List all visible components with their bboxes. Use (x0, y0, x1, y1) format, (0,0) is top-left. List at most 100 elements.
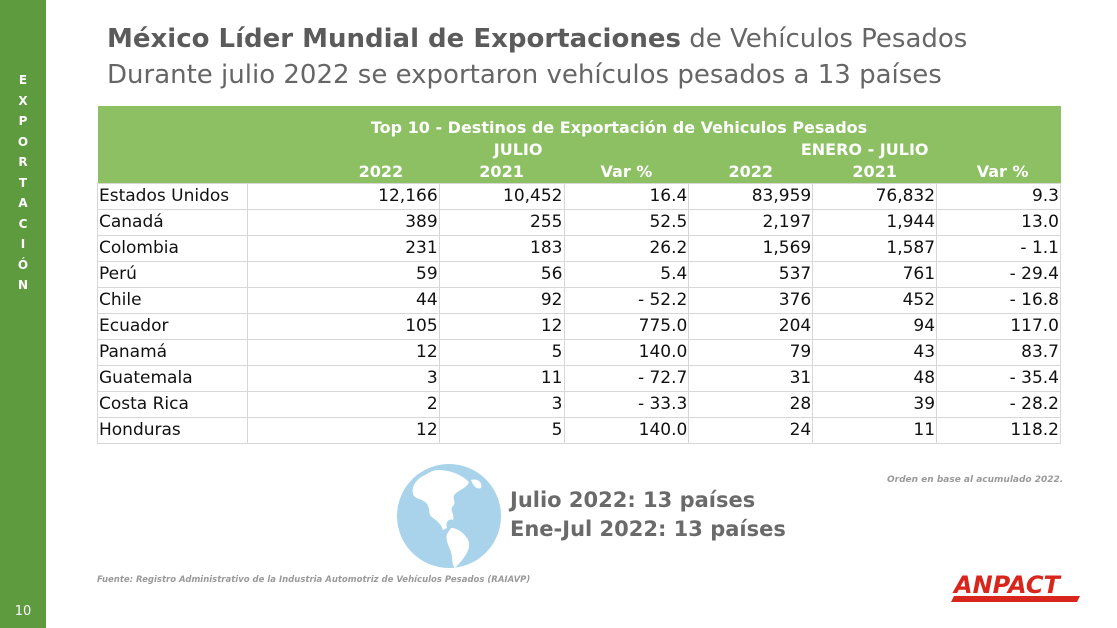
value-cell: 1,587 (812, 234, 938, 262)
header-empty (97, 160, 248, 183)
column-header: Var % (564, 160, 689, 183)
source-note: Fuente: Registro Administrativo de la In… (97, 575, 531, 585)
country-cell: Canadá (97, 208, 248, 236)
table-row: Estados Unidos 12,166 10,452 16.4 83,959… (97, 182, 1061, 210)
value-cell: 11 (438, 364, 565, 392)
side-bar: E X P O R T A C I Ó N 10 (0, 0, 46, 628)
value-cell: 12 (246, 338, 440, 366)
table-row: Chile 44 92 - 52.2 376 452 - 16.8 (97, 286, 1061, 314)
value-cell: 94 (812, 312, 938, 340)
value-cell: 92 (438, 286, 565, 314)
value-cell: 83,959 (688, 182, 814, 210)
value-cell: 775.0 (563, 312, 690, 340)
section-letter: P (18, 114, 28, 128)
globe-icon (397, 464, 501, 568)
value-cell: 31 (688, 364, 814, 392)
table-row: Ecuador 105 12 775.0 204 94 117.0 (97, 312, 1061, 340)
value-cell: 26.2 (563, 234, 690, 262)
value-cell: 13.0 (936, 208, 1061, 236)
value-cell: 2,197 (688, 208, 814, 236)
table-header-spacer (97, 106, 1061, 116)
value-cell: - 72.7 (563, 364, 690, 392)
value-cell: 79 (688, 338, 814, 366)
value-cell: 10,452 (438, 182, 565, 210)
country-cell: Chile (97, 286, 248, 314)
country-cell: Estados Unidos (97, 182, 248, 210)
value-cell: 204 (688, 312, 814, 340)
country-cell: Ecuador (97, 312, 248, 340)
page-subtitle: Durante julio 2022 se exportaron vehícul… (107, 60, 942, 90)
country-cell: Colombia (97, 234, 248, 262)
value-cell: 76,832 (812, 182, 938, 210)
value-cell: - 29.4 (936, 260, 1061, 288)
value-cell: 12,166 (246, 182, 440, 210)
value-cell: 3 (438, 390, 565, 418)
column-header: 2022 (247, 160, 440, 183)
section-letter: R (18, 155, 28, 169)
column-header: Var % (936, 160, 1061, 183)
summary-jan-jul: Ene-Jul 2022: 13 países (510, 517, 786, 541)
table-row: Honduras 12 5 140.0 24 11 118.2 (97, 416, 1061, 444)
page-title-bold: México Líder Mundial de Exportaciones (107, 24, 681, 54)
value-cell: 52.5 (563, 208, 690, 236)
table-row: Colombia 231 183 26.2 1,569 1,587 - 1.1 (97, 234, 1061, 262)
value-cell: 255 (438, 208, 565, 236)
value-cell: 537 (688, 260, 814, 288)
table-row: Guatemala 3 11 - 72.7 31 48 - 35.4 (97, 364, 1061, 392)
group-header-julio: JULIO (247, 138, 689, 160)
value-cell: 48 (812, 364, 938, 392)
value-cell: 1,569 (688, 234, 814, 262)
value-cell: 12 (438, 312, 565, 340)
table-title: Top 10 - Destinos de Exportación de Vehi… (97, 116, 1061, 138)
value-cell: - 52.2 (563, 286, 690, 314)
value-cell: 105 (246, 312, 440, 340)
value-cell: 140.0 (563, 416, 690, 444)
value-cell: 12 (246, 416, 440, 444)
value-cell: 761 (812, 260, 938, 288)
value-cell: 59 (246, 260, 440, 288)
value-cell: 2 (246, 390, 440, 418)
value-cell: 183 (438, 234, 565, 262)
exports-table: Top 10 - Destinos de Exportación de Vehi… (97, 106, 1061, 444)
page-title-rest: de Vehículos Pesados (689, 24, 968, 54)
section-letter: X (18, 93, 28, 108)
order-note: Orden en base al acumulado 2022. (887, 475, 1064, 485)
country-cell: Perú (97, 260, 248, 288)
value-cell: 39 (812, 390, 938, 418)
value-cell: - 28.2 (936, 390, 1061, 418)
section-letter: N (17, 278, 29, 292)
value-cell: 43 (812, 338, 938, 366)
table-row: Panamá 12 5 140.0 79 43 83.7 (97, 338, 1061, 366)
column-header: 2022 (688, 160, 813, 183)
value-cell: 24 (688, 416, 814, 444)
section-letter: I (20, 237, 26, 251)
value-cell: 28 (688, 390, 814, 418)
country-cell: Panamá (97, 338, 248, 366)
value-cell: 56 (438, 260, 565, 288)
page-title: México Líder Mundial de Exportaciones de… (107, 24, 967, 54)
column-header: 2021 (439, 160, 564, 183)
value-cell: 44 (246, 286, 440, 314)
value-cell: 389 (246, 208, 440, 236)
anpact-logo: ANPACT (951, 571, 1080, 602)
country-cell: Honduras (97, 416, 248, 444)
value-cell: 16.4 (563, 182, 690, 210)
section-letter: Ó (17, 257, 29, 272)
value-cell: 117.0 (936, 312, 1061, 340)
value-cell: 11 (812, 416, 938, 444)
value-cell: - 35.4 (936, 364, 1061, 392)
value-cell: 9.3 (936, 182, 1061, 210)
header-empty (97, 138, 248, 160)
section-label-vertical: E X P O R T A C I Ó N (0, 70, 46, 296)
section-letter: C (18, 216, 28, 231)
section-letter: A (18, 196, 28, 210)
value-cell: 231 (246, 234, 440, 262)
value-cell: 5.4 (563, 260, 690, 288)
country-cell: Costa Rica (97, 390, 248, 418)
value-cell: 118.2 (936, 416, 1061, 444)
value-cell: 5 (438, 338, 565, 366)
column-header: 2021 (812, 160, 937, 183)
value-cell: 1,944 (812, 208, 938, 236)
value-cell: 83.7 (936, 338, 1061, 366)
section-letter: E (18, 73, 28, 87)
